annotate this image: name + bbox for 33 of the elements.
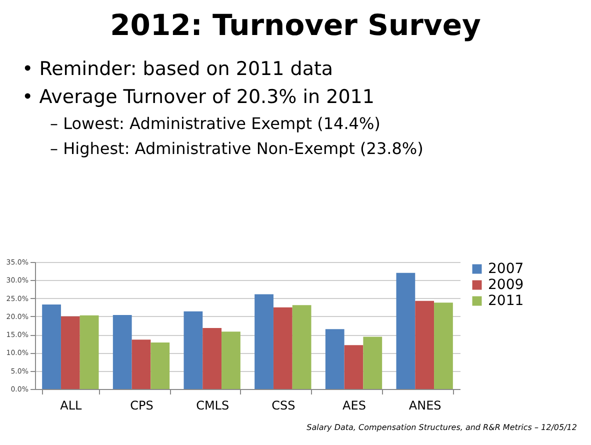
bar bbox=[292, 305, 312, 389]
bar bbox=[202, 328, 222, 389]
bar bbox=[60, 316, 80, 389]
text: – Highest: Administrative Non-Exempt (23.8%) bbox=[50, 139, 424, 158]
legend-label: 2009 bbox=[488, 277, 524, 293]
chart-title: 2012: Turnover Survey bbox=[109, 8, 482, 42]
bar bbox=[132, 340, 151, 389]
x-tick-label: ANES bbox=[408, 398, 442, 412]
bar bbox=[42, 304, 61, 389]
bar bbox=[273, 307, 292, 389]
bar bbox=[222, 332, 240, 389]
x-tick-label: CMLS bbox=[196, 398, 230, 412]
x-tick-label: ALL bbox=[60, 398, 82, 412]
bar bbox=[325, 329, 344, 389]
x-tick-label: CSS bbox=[272, 398, 296, 412]
legend-label: 2007 bbox=[488, 261, 524, 277]
bar bbox=[254, 294, 274, 389]
bar bbox=[396, 272, 416, 389]
bar bbox=[434, 302, 453, 389]
bar bbox=[415, 300, 434, 389]
bar bbox=[80, 315, 99, 389]
x-tick-label: CPS bbox=[130, 398, 154, 412]
bar bbox=[344, 345, 364, 389]
bar bbox=[150, 342, 170, 389]
text: • Reminder: based on 2011 data bbox=[22, 58, 334, 80]
text: • Average Turnover of 20.3% in 2011 bbox=[22, 86, 376, 108]
text: Salary Data, Compensation Structures, and R&R Metrics – 12/05/12 bbox=[306, 423, 577, 432]
text: – Lowest: Administrative Exempt (14.4%) bbox=[50, 114, 382, 133]
bar bbox=[184, 311, 203, 389]
bar bbox=[363, 336, 382, 389]
legend-label: 2011 bbox=[488, 293, 524, 309]
bar bbox=[112, 314, 132, 389]
x-tick-label: AES bbox=[342, 398, 366, 412]
